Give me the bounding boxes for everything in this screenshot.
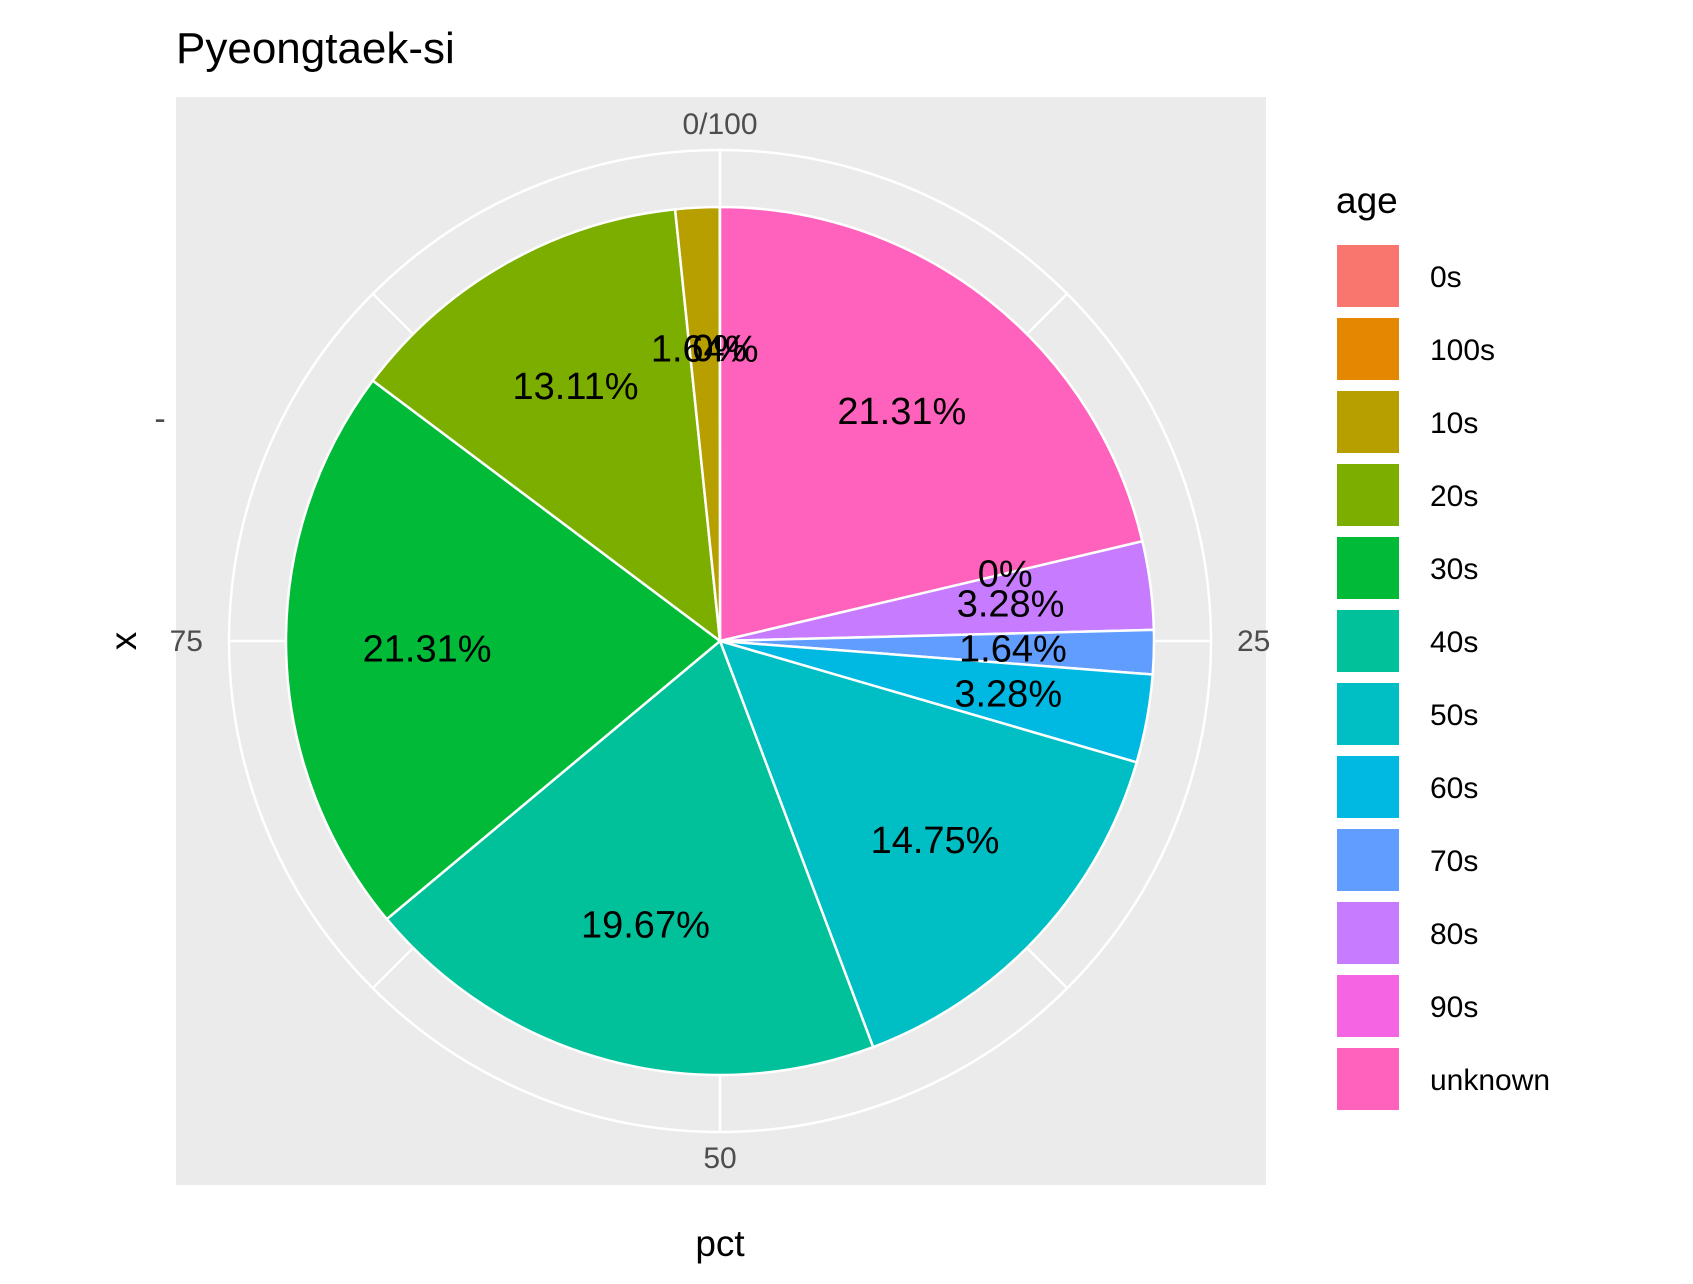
- pie-slice-20s: [371, 207, 722, 644]
- y-axis-title: x: [103, 631, 144, 650]
- legend-swatch-40s: [1335, 608, 1401, 674]
- legend-swatch-60s: [1335, 754, 1401, 820]
- legend-label-80s: 80s: [1430, 918, 1478, 951]
- y-tick-label: -: [154, 400, 165, 438]
- pie-slices: [284, 205, 1156, 1077]
- slice-label-unknown: 21.31%: [837, 391, 966, 433]
- angle-tick-0: 0/100: [682, 108, 757, 141]
- slice-label-30s: 21.31%: [363, 629, 492, 671]
- slice-label-60s: 3.28%: [954, 674, 1062, 716]
- slice-label-70s: 1.64%: [959, 629, 1067, 671]
- pie-slice-10s: [673, 205, 722, 642]
- pie-slice-50s: [717, 639, 1139, 1049]
- legend-swatch-10s: [1335, 389, 1401, 455]
- slice-label-50s: 14.75%: [871, 820, 1000, 862]
- slice-labels: 21.31%0%3.28%1.64%3.28%14.75%19.67%21.31…: [363, 328, 1067, 946]
- legend-label-30s: 30s: [1430, 553, 1478, 586]
- slice-label-20s: 13.11%: [513, 366, 639, 408]
- legend-swatch-0s: [1335, 243, 1401, 309]
- legend-swatch-20s: [1335, 462, 1401, 528]
- legend-label-40s: 40s: [1430, 626, 1478, 659]
- legend-label-100s: 100s: [1430, 334, 1495, 367]
- pie-slice-30s: [284, 378, 723, 921]
- legend-label-60s: 60s: [1430, 772, 1478, 805]
- angle-tick-75: 75: [170, 625, 203, 658]
- slice-label-80s: 3.28%: [957, 583, 1065, 625]
- legend-swatch-50s: [1335, 681, 1401, 747]
- pie-slice-40s: [385, 638, 875, 1077]
- slice-label-0s: 0%: [692, 328, 747, 370]
- legend-label-unknown: unknown: [1430, 1064, 1550, 1097]
- legend-label-90s: 90s: [1430, 991, 1478, 1024]
- legend-label-70s: 70s: [1430, 845, 1478, 878]
- pie-slice-unknown: [718, 205, 1144, 643]
- legend-swatch-unknown: [1335, 1046, 1401, 1112]
- legend: 0s 100s 10s 20s 30s 40s 50s 60s 70s 80s 90s unknown: [1335, 243, 1550, 1112]
- legend-swatch-80s: [1335, 900, 1401, 966]
- legend-swatch-70s: [1335, 827, 1401, 893]
- slice-label-40s: 19.67%: [581, 904, 710, 946]
- slice-label-100s: 0%: [692, 328, 747, 370]
- legend-swatch-100s: [1335, 316, 1401, 382]
- slice-label-10s: 1.64%: [651, 328, 759, 370]
- angle-ticks: 0/100 25 50 75: [170, 108, 1271, 1175]
- legend-swatch-30s: [1335, 535, 1401, 601]
- legend-title: age: [1336, 180, 1398, 221]
- angle-tick-25: 25: [1237, 625, 1270, 658]
- legend-label-0s: 0s: [1430, 261, 1462, 294]
- chart-title: Pyeongtaek-si: [176, 24, 455, 73]
- legend-label-10s: 10s: [1430, 407, 1478, 440]
- legend-swatch-90s: [1335, 973, 1401, 1039]
- angle-tick-50: 50: [703, 1142, 736, 1175]
- slice-label-90s: 0%: [978, 554, 1033, 596]
- legend-label-50s: 50s: [1430, 699, 1478, 732]
- legend-label-20s: 20s: [1430, 480, 1478, 513]
- x-axis-title: pct: [695, 1223, 745, 1264]
